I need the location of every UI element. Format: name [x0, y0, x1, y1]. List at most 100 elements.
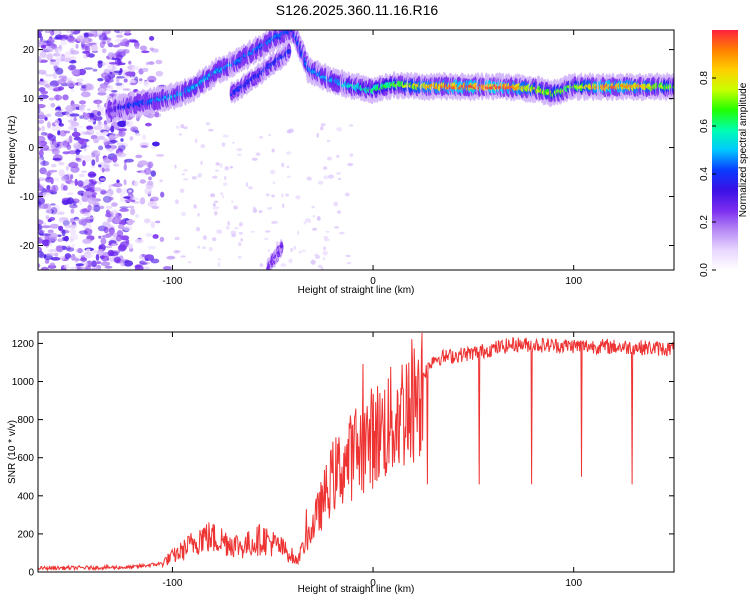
- spectrogram-noise-cell: [197, 212, 200, 217]
- spectrogram-noise-cell: [311, 205, 316, 209]
- spectrogram-noise-cell: [255, 152, 261, 156]
- spectrogram-noise-cell: [251, 157, 258, 161]
- colorbar-tick-label: 0.6: [699, 119, 710, 133]
- spectrogram-noise-cell: [69, 33, 73, 38]
- spectrogram-noise-cell: [236, 153, 242, 156]
- spectrogram-noise-cell: [116, 76, 126, 79]
- spectrogram-noise-cell: [286, 175, 291, 179]
- spectrogram-noise-cell: [58, 217, 64, 223]
- spectrogram-noise-cell: [61, 245, 67, 250]
- spectrogram-noise-cell: [45, 74, 55, 77]
- spectrogram-noise-cell: [69, 238, 74, 243]
- spectrogram-noise-cell: [87, 108, 91, 112]
- spectrogram-noise-cell: [70, 227, 76, 235]
- spectrogram-noise-cell: [150, 170, 156, 177]
- spectrogram-noise-cell: [50, 103, 56, 108]
- spectrogram-noise-cell: [82, 191, 93, 196]
- spectrogram-noise-cell: [57, 79, 67, 85]
- spectrogram-noise-cell: [220, 192, 223, 196]
- spectrogram-noise-cell: [316, 133, 320, 138]
- spectrogram-noise-cell: [65, 104, 75, 113]
- spectrogram-noise-cell: [111, 250, 121, 254]
- spectrogram-noise-cell: [107, 140, 116, 145]
- spectrogram-noise-cell: [326, 156, 332, 161]
- spectrogram-noise-cell: [98, 34, 108, 41]
- spectrogram-noise-cell: [110, 125, 115, 133]
- spectrogram-noise-cell: [112, 155, 118, 163]
- spectrogram-y-tick-label: 20: [23, 45, 35, 56]
- spectrogram-noise-cell: [115, 51, 122, 58]
- spectrogram-noise-cell: [149, 36, 155, 41]
- spectrogram-noise-cell: [111, 90, 118, 93]
- spectrogram-x-tick-label: -100: [162, 276, 182, 287]
- spectrogram-noise-cell: [49, 223, 60, 229]
- spectrogram-noise-cell: [183, 126, 188, 130]
- spectrogram-noise-cell: [142, 134, 146, 140]
- spectrogram-noise-cell: [38, 197, 45, 205]
- spectrogram-noise-cell: [173, 249, 180, 254]
- snr-y-tick-label: 1000: [12, 377, 35, 388]
- spectrogram-noise-cell: [101, 72, 109, 79]
- spectrogram-noise-cell: [252, 206, 256, 210]
- spectrogram-noise-cell: [83, 212, 92, 217]
- spectrogram-noise-cell: [139, 179, 146, 184]
- spectrogram-noise-cell: [58, 34, 68, 41]
- spectrogram-noise-cell: [69, 47, 75, 56]
- spectrogram-noise-cell: [127, 243, 134, 249]
- spectrogram-noise-cell: [155, 70, 164, 77]
- spectrogram-noise-cell: [272, 181, 276, 185]
- spectrogram-noise-cell: [71, 221, 77, 226]
- spectrogram-noise-cell: [71, 69, 81, 76]
- spectrogram-noise-cell: [214, 200, 219, 203]
- spectrogram-noise-cell: [336, 172, 341, 175]
- spectrogram-noise-cell: [112, 232, 118, 238]
- spectrogram-noise-cell: [85, 265, 92, 270]
- spectrogram-noise-cell: [41, 125, 45, 132]
- spectrogram-noise-cell: [150, 196, 159, 202]
- spectrogram-noise-cell: [337, 210, 341, 214]
- spectrogram-noise-cell: [347, 162, 354, 167]
- spectrogram-noise-cell: [75, 44, 79, 49]
- spectrogram-noise-cell: [99, 255, 105, 259]
- spectrogram-noise-cell: [144, 187, 153, 195]
- spectrogram-noise-cell: [38, 127, 41, 131]
- spectrogram-noise-cell: [69, 233, 79, 241]
- spectrogram-noise-cell: [265, 230, 271, 233]
- spectrogram-noise-cell: [264, 237, 269, 241]
- spectrogram-noise-cell: [322, 257, 326, 261]
- spectrogram-noise-cell: [301, 249, 307, 252]
- spectrogram-noise-cell: [97, 111, 101, 117]
- spectrogram-noise-cell: [58, 161, 65, 166]
- spectrogram-noise-cell: [275, 241, 280, 245]
- spectrogram-noise-cell: [38, 104, 46, 109]
- spectrogram-noise-cell: [51, 126, 61, 132]
- spectrogram-noise-cell: [280, 263, 287, 267]
- spectrogram-noise-cell: [112, 44, 120, 48]
- spectrogram-noise-cell: [129, 82, 136, 86]
- spectrogram-noise-cell: [159, 236, 165, 242]
- spectrogram-noise-cell: [286, 165, 290, 168]
- spectrogram-noise-cell: [139, 45, 148, 51]
- spectrogram-noise-cell: [82, 159, 86, 167]
- spectrogram-noise-cell: [100, 189, 107, 195]
- spectrogram-noise-cell: [281, 162, 285, 168]
- spectrogram-noise-cell: [80, 104, 87, 108]
- spectrogram-noise-cell: [87, 204, 92, 212]
- spectrogram-noise-cell: [113, 163, 120, 167]
- spectrogram-noise-cell: [285, 193, 289, 197]
- spectrogram-noise-cell: [52, 61, 60, 66]
- spectrogram-noise-cell: [54, 30, 60, 36]
- colorbar-label: Normalized spectral amplitude: [738, 82, 749, 217]
- spectrogram-noise-cell: [326, 139, 331, 143]
- spectrogram-noise-cell: [38, 224, 43, 231]
- spectrogram-noise-cell: [217, 258, 221, 261]
- spectrogram-noise-cell: [100, 237, 107, 245]
- colorbar: 0.0 0.2 0.4 0.6 0.8 Normalized spectral ampl…: [699, 30, 749, 277]
- spectrogram-noise-cell: [103, 125, 111, 131]
- spectrogram-noise-cell: [128, 40, 139, 43]
- spectrogram-noise-cell: [139, 78, 143, 82]
- snr-x-tick-label: 0: [370, 578, 376, 589]
- spectrogram-noise-cell: [183, 169, 188, 172]
- spectrogram-noise-cell: [238, 242, 242, 247]
- colorbar-ticks: 0.0 0.2 0.4 0.6 0.8: [699, 71, 716, 277]
